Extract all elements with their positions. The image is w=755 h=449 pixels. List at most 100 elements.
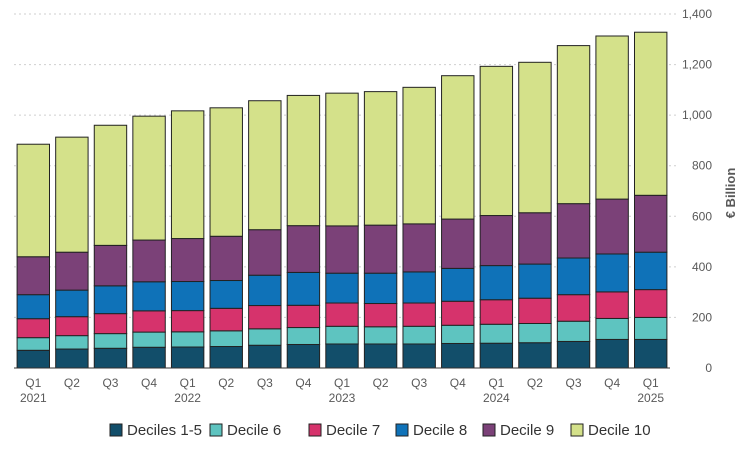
legend-label: Decile 9 — [500, 422, 554, 439]
bar-segment-decile-10 — [209, 107, 243, 237]
y-tick-label: 200 — [692, 310, 712, 324]
bar-stack — [325, 92, 359, 369]
bar-segment-decile-9 — [16, 256, 51, 296]
bar-segment-decile-7 — [93, 313, 128, 335]
bar-segment-decile-6 — [441, 324, 475, 344]
bar-segment-decile-10 — [363, 91, 398, 226]
bar-segment-decile-7 — [595, 291, 629, 319]
bar-segment-decile-7 — [132, 310, 166, 333]
bar-segment-decile-9 — [325, 225, 359, 274]
x-tick-quarter: Q4 — [604, 376, 620, 390]
bar-segment-deciles-1-5 — [402, 343, 436, 369]
bar-segment-decile-7 — [286, 304, 321, 329]
bar-segment-decile-7 — [518, 297, 552, 324]
x-tick-quarter: Q3 — [257, 376, 273, 390]
bar-segment-decile-6 — [556, 320, 591, 342]
legend-item: Decile 8 — [395, 422, 467, 439]
bar-segment-decile-9 — [518, 212, 552, 265]
bar-stack — [633, 31, 668, 369]
y-tick-label: 0 — [705, 361, 712, 375]
bar-segment-decile-9 — [286, 225, 321, 273]
x-tick-year: 2024 — [483, 391, 510, 405]
bar-segment-decile-8 — [55, 289, 89, 318]
bar-segment-deciles-1-5 — [93, 347, 128, 369]
bar-segment-decile-10 — [325, 92, 359, 227]
bar-segment-deciles-1-5 — [325, 343, 359, 369]
bar-stack — [518, 61, 552, 369]
legend-label: Decile 7 — [326, 422, 380, 439]
y-tick-label: 1,400 — [682, 7, 712, 21]
bar-segment-decile-9 — [248, 229, 282, 276]
bar-stack — [16, 143, 51, 369]
bar-segment-deciles-1-5 — [479, 342, 514, 369]
bar-segment-decile-9 — [595, 198, 629, 255]
bar-segment-deciles-1-5 — [55, 348, 89, 369]
bar-segment-decile-6 — [325, 325, 359, 345]
legend-item: Decile 9 — [482, 422, 554, 439]
bar-segment-deciles-1-5 — [16, 349, 51, 369]
bar-segment-deciles-1-5 — [132, 346, 166, 369]
bar-stack — [363, 91, 398, 369]
bar-segment-decile-7 — [556, 294, 591, 322]
bar-segment-deciles-1-5 — [209, 346, 243, 369]
bar-segment-decile-8 — [286, 271, 321, 306]
bar-segment-decile-10 — [132, 115, 166, 241]
bar-segment-deciles-1-5 — [518, 342, 552, 369]
bar-segment-decile-10 — [595, 35, 629, 200]
bar-stack — [441, 75, 475, 369]
bar-segment-decile-7 — [16, 318, 51, 339]
bar-segment-deciles-1-5 — [363, 343, 398, 369]
y-tick-label: 1,200 — [682, 58, 712, 72]
bar-segment-decile-10 — [441, 75, 475, 220]
bar-segment-decile-6 — [633, 316, 668, 340]
legend-label: Decile 6 — [227, 422, 281, 439]
legend-label: Decile 10 — [588, 422, 651, 439]
bar-segment-decile-6 — [16, 337, 51, 351]
bar-segment-decile-8 — [93, 285, 128, 315]
bar-segment-decile-9 — [170, 238, 205, 283]
bar-segment-decile-10 — [248, 100, 282, 231]
bar-stack — [209, 107, 243, 369]
x-tick-quarter: Q1 — [334, 376, 350, 390]
y-tick-label: 1,000 — [682, 108, 712, 122]
bar-segment-decile-7 — [363, 303, 398, 328]
bar-segment-decile-9 — [55, 251, 89, 291]
legend-swatch — [109, 423, 123, 437]
bar-segment-decile-10 — [479, 65, 514, 217]
bar-segment-decile-10 — [55, 136, 89, 253]
bar-segment-decile-6 — [363, 326, 398, 345]
legend-item: Deciles 1-5 — [109, 422, 202, 439]
bar-segment-decile-8 — [518, 263, 552, 299]
y-tick-label: 800 — [692, 159, 712, 173]
bar-segment-decile-10 — [633, 31, 668, 196]
bar-segment-decile-7 — [402, 302, 436, 327]
bar-segment-deciles-1-5 — [595, 338, 629, 369]
legend-label: Decile 8 — [413, 422, 467, 439]
bar-segment-decile-7 — [325, 302, 359, 327]
bar-stack — [248, 100, 282, 369]
bar-stack — [132, 115, 166, 369]
legend: Deciles 1-5 Decile 6 Decile 7 Decile 8 Decil… — [109, 422, 651, 439]
bar-stack — [55, 136, 89, 369]
bar-segment-decile-9 — [209, 235, 243, 282]
bar-segment-decile-9 — [132, 239, 166, 283]
bar-segment-decile-8 — [209, 280, 243, 309]
bar-segment-decile-8 — [479, 265, 514, 301]
bar-segment-decile-6 — [248, 328, 282, 346]
y-tick-label: 600 — [692, 209, 712, 223]
bar-segment-decile-6 — [93, 333, 128, 349]
bar-segment-decile-6 — [286, 327, 321, 345]
bar-segment-decile-9 — [633, 194, 668, 253]
legend-swatch — [482, 423, 496, 437]
bar-segment-decile-9 — [479, 215, 514, 267]
bar-segment-decile-6 — [170, 331, 205, 348]
x-tick-quarter: Q1 — [25, 376, 41, 390]
bar-segment-decile-6 — [55, 335, 89, 350]
x-tick-quarter: Q2 — [527, 376, 543, 390]
x-tick-quarter: Q2 — [218, 376, 234, 390]
bar-segment-decile-8 — [16, 294, 51, 320]
bar-segment-decile-10 — [93, 124, 128, 246]
x-tick-quarter: Q4 — [141, 376, 157, 390]
bar-segment-decile-8 — [132, 281, 166, 312]
legend-item: Decile 6 — [209, 422, 281, 439]
